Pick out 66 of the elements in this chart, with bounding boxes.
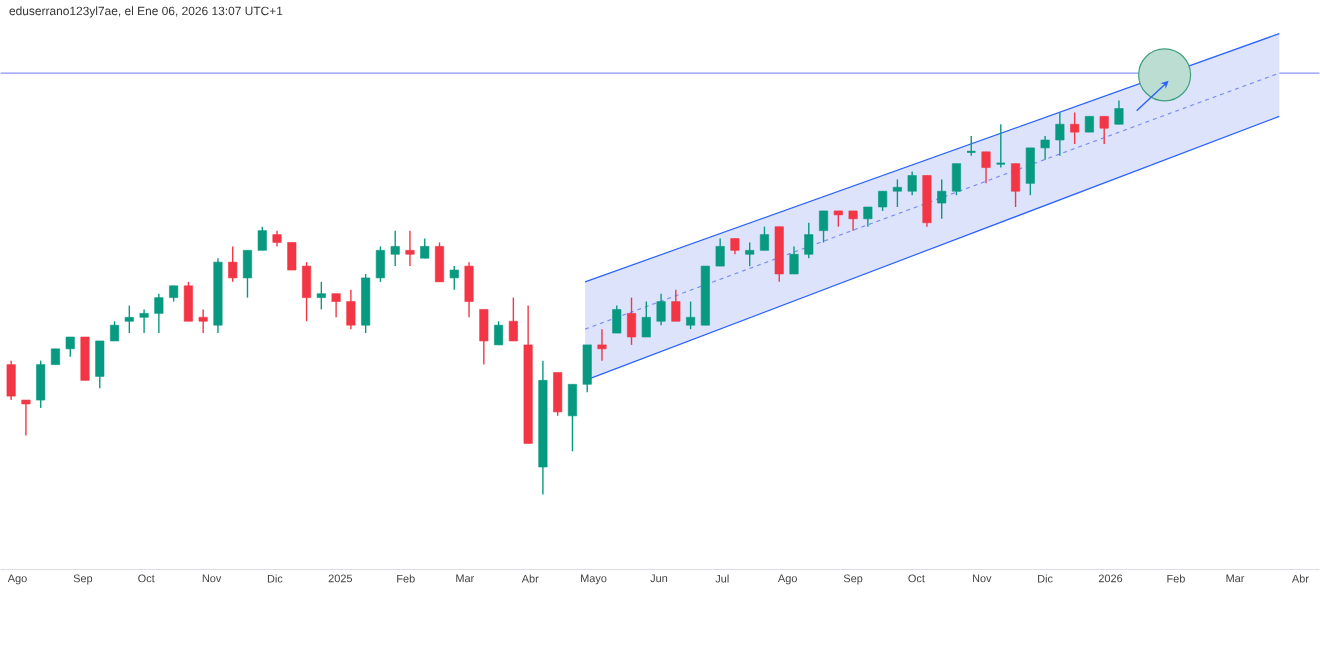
candlestick <box>361 273 371 335</box>
candlestick <box>390 230 400 268</box>
candlestick <box>242 249 253 299</box>
candlestick <box>1055 112 1065 157</box>
candlestick <box>6 360 16 402</box>
candlestick <box>508 297 518 342</box>
candlestick <box>863 206 873 228</box>
candlestick <box>686 301 696 331</box>
candlestick <box>110 320 120 342</box>
candlestick <box>139 309 149 335</box>
candlestick <box>582 344 592 394</box>
candlestick <box>819 210 829 244</box>
candlestick <box>907 171 917 197</box>
candlestick <box>124 305 134 335</box>
candlestick <box>346 289 356 331</box>
candlestick <box>405 230 415 268</box>
candlestick <box>95 340 105 390</box>
candlestick <box>1011 163 1021 208</box>
candlestick <box>553 372 563 417</box>
candlestick <box>228 245 238 283</box>
candlestick <box>21 399 31 437</box>
candlestick <box>257 226 267 252</box>
candlestick <box>789 245 799 275</box>
candlestick <box>951 163 961 197</box>
candlestick <box>198 309 208 335</box>
candlestick <box>774 226 784 283</box>
candlestick <box>981 151 991 185</box>
candlestick <box>848 210 858 232</box>
candlestick <box>922 175 932 228</box>
candlestick <box>80 336 90 382</box>
candlestick <box>494 320 504 346</box>
candlestick <box>612 305 622 335</box>
candlestick <box>1070 112 1080 145</box>
candlestick <box>1099 115 1109 145</box>
candlestick <box>302 261 312 323</box>
candlestick <box>745 242 755 268</box>
candlestick <box>995 123 1007 169</box>
candlestick <box>804 222 814 260</box>
candlestick <box>1025 147 1035 197</box>
candlestick <box>715 238 725 268</box>
candlestick <box>567 383 577 453</box>
candlestick <box>154 293 164 335</box>
candlestick <box>434 242 445 283</box>
candlestick <box>671 289 681 323</box>
candlestick <box>331 293 341 319</box>
candlestick <box>1040 135 1050 161</box>
candlestick <box>375 245 385 283</box>
candlestick <box>759 226 769 252</box>
candlestick <box>449 265 459 291</box>
candlestick <box>627 297 637 346</box>
candlestick <box>937 178 947 220</box>
candlestick <box>36 360 46 409</box>
candlestick <box>966 135 977 157</box>
candlestick <box>420 238 430 260</box>
candlestick <box>1114 100 1124 126</box>
candlestick <box>65 336 75 358</box>
candlestick <box>656 293 666 327</box>
candlestick <box>479 309 489 366</box>
candlestick <box>892 178 902 208</box>
candlestick <box>316 281 326 311</box>
candlestick <box>287 242 297 272</box>
candlestick <box>183 281 193 323</box>
candlestick <box>597 328 607 362</box>
candlestick <box>464 261 474 319</box>
candlestick <box>878 190 888 212</box>
candlestick <box>641 301 651 338</box>
